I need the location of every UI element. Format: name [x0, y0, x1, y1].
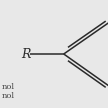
Text: R: R: [21, 48, 31, 60]
Text: nol: nol: [2, 83, 15, 91]
Text: nol: nol: [2, 92, 15, 100]
